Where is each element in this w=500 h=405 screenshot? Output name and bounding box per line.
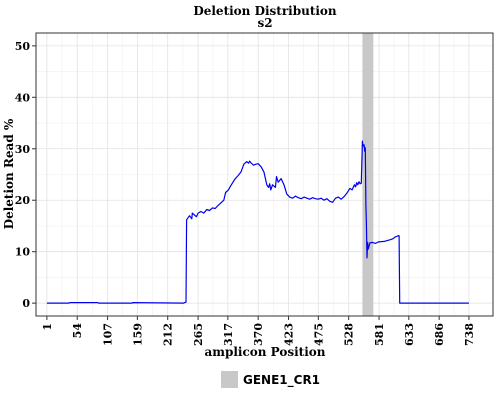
plot-border [35,32,494,317]
x-axis-ticks: 1 54 107 159 212 265 317 370 423 475 528 581 633 686 7… [41,316,476,346]
y-axis-ticks: 0 10 20 30 40 50 [15,40,36,310]
highlight-region-gene1-cr1 [362,33,374,316]
series-line-deletion [46,140,469,304]
x-axis-title: amplicon Position [204,345,325,359]
x-tick-label: 738 [463,323,476,346]
highlight-layer [362,33,374,316]
x-tick-label: 54 [71,323,84,339]
y-tick-label: 0 [22,297,30,310]
x-tick-label: 212 [162,323,175,346]
x-tick-label: 317 [222,323,235,346]
x-tick-label: 423 [283,323,296,346]
x-tick-label: 475 [312,323,325,346]
x-tick-label: 370 [252,323,265,346]
x-tick-label: 633 [403,323,416,346]
legend-key-gene1-cr1 [221,371,238,388]
y-tick-label: 40 [15,91,31,104]
x-tick-label: 107 [102,323,115,346]
x-tick-label: 265 [192,323,205,346]
chart-title: Deletion Distribution [193,4,337,18]
y-tick-label: 30 [15,143,31,156]
x-tick-label: 159 [131,323,144,346]
x-tick-label: 528 [343,323,356,346]
legend-label-gene1-cr1: GENE1_CR1 [243,373,320,388]
x-tick-label: 686 [433,323,446,346]
x-tick-label: 581 [373,323,386,346]
legend: GENE1_CR1 [221,371,320,388]
y-axis-title: Deletion Read % [2,118,16,229]
y-tick-label: 10 [15,246,31,259]
x-tick-label: 1 [41,323,54,331]
chart-subtitle: s2 [257,16,272,30]
y-tick-label: 50 [15,40,31,53]
y-tick-label: 20 [15,194,31,207]
series-layer [46,140,469,304]
